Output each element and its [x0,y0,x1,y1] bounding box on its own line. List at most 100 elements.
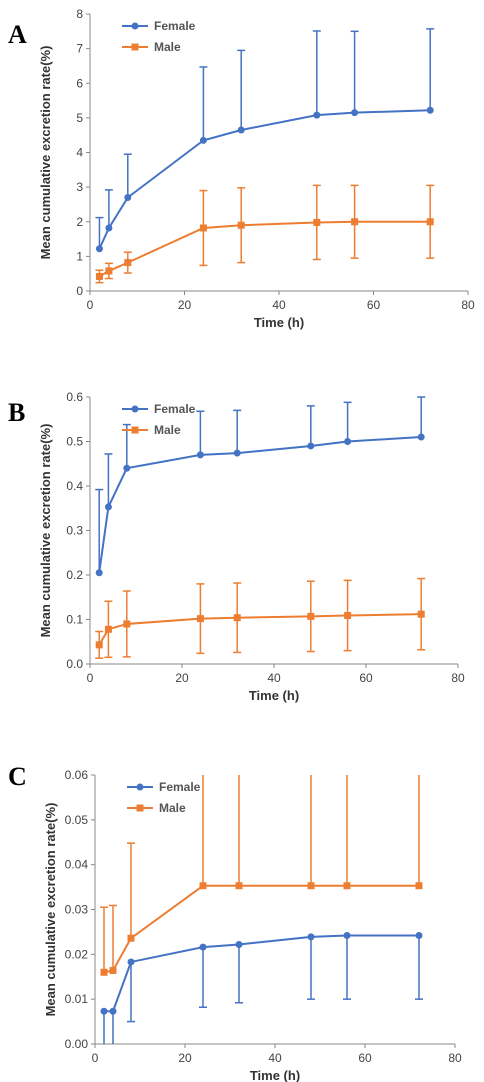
female-data-point [307,442,315,450]
female-data-point [124,194,132,202]
x-tick-label: 20 [178,1051,192,1065]
y-tick-label: 7 [76,42,83,56]
male-series-line [103,884,419,974]
x-tick-label: 0 [87,671,94,685]
female-series-line [98,436,422,573]
female-data-point [313,111,321,119]
male-data-point [196,615,204,623]
x-tick-label: 0 [87,298,94,312]
male-data-point [199,882,207,890]
male-data-point [307,612,315,620]
male-data-point [95,272,103,280]
male-data-point [124,259,132,267]
x-tick-label: 80 [461,298,475,312]
female-data-point [237,126,245,134]
y-tick-label: 0.02 [65,947,89,961]
male-data-point [95,641,103,649]
male-data-point [233,614,241,622]
chart-panel-a: A 0 1 2 3 4 5 6 7 8 0 20 40 60 80 Time (h) Mean cumulat… [0,0,484,360]
female-series-line [104,934,419,1013]
female-data-point [105,224,113,232]
y-tick-label: 0.4 [66,479,83,493]
male-data-point [313,218,321,226]
y-tick-label: 3 [76,180,83,194]
legend-male-label: Male [154,423,181,437]
y-axis-label: Mean cumulative excretion rate(%) [38,424,53,638]
x-tick-label: 20 [175,671,189,685]
female-data-point [199,136,207,144]
panel-label-a: A [8,20,27,49]
y-tick-label: 0.2 [66,568,83,582]
female-data-point [235,940,243,948]
y-axis-label: Mean cumulative excretion rate(%) [43,803,58,1017]
female-data-point [127,958,135,966]
chart-panel-b: B 0.0 0.1 0.2 0.3 0.4 0.5 0.6 0 20 40 60 80 Time (h)… [0,360,484,720]
y-tick-label: 6 [76,76,83,90]
chart-panel-c: C 0.00 0.01 0.02 0.03 0.04 0.05 0.06 0 20 40 60 80 T… [0,720,484,1082]
female-data-point [351,109,359,117]
female-data-point [95,569,103,577]
male-data-point [100,968,108,976]
female-data-point [199,943,207,951]
male-data-point [123,620,131,628]
x-axis-label: Time (h) [250,1068,300,1082]
male-data-point [415,882,423,890]
legend-male-label: Male [154,40,181,54]
female-data-point [104,503,112,511]
y-tick-label: 2 [76,215,83,229]
male-data-point [235,882,243,890]
y-tick-label: 0.01 [65,992,89,1006]
y-tick-label: 0.03 [65,903,89,917]
y-tick-label: 0.06 [65,768,89,782]
male-series-line [98,613,422,646]
male-data-point [426,218,434,226]
female-data-point [426,106,434,114]
male-data-point [105,267,113,275]
male-data-point [351,218,359,226]
legend-female-marker [131,405,139,413]
male-series-line [98,220,431,278]
x-tick-label: 80 [451,671,465,685]
female-series-line [98,109,431,250]
male-data-point [307,882,315,890]
male-data-point [417,610,425,618]
panel-label-b: B [8,398,26,427]
legend-male-marker [136,804,144,812]
y-tick-label: 0.0 [66,657,83,671]
female-data-point [100,1007,108,1015]
y-tick-label: 0 [76,284,83,298]
legend-male-label: Male [159,801,186,815]
legend-female-marker [131,22,139,30]
male-data-point [344,611,352,619]
female-data-point [95,245,103,253]
x-tick-label: 40 [268,1051,282,1065]
x-tick-label: 60 [359,671,373,685]
y-tick-label: 0.6 [66,390,83,404]
chart-b-svg: 0.0 0.1 0.2 0.3 0.4 0.5 0.6 0 20 40 60 80 Time (h) Me… [38,390,465,703]
legend-female-marker [136,783,144,791]
x-tick-label: 60 [358,1051,372,1065]
y-tick-label: 0.1 [66,613,83,627]
y-tick-label: 0.5 [66,435,83,449]
y-tick-label: 0.05 [65,813,89,827]
x-axis-label: Time (h) [249,688,299,703]
legend-female-label: Female [154,402,196,416]
female-data-point [307,933,315,941]
female-data-point [343,932,351,940]
female-data-point [109,1007,117,1015]
x-axis-label: Time (h) [254,315,304,330]
female-data-point [344,438,352,445]
female-data-point [233,449,241,457]
x-tick-label: 0 [92,1051,99,1065]
male-data-point [237,221,245,229]
panel-label-c: C [8,762,27,791]
chart-c-svg: 0.00 0.01 0.02 0.03 0.04 0.05 0.06 0 20 40 60 80 Tim… [43,768,462,1082]
y-tick-label: 1 [76,249,83,263]
female-data-point [415,932,423,940]
legend-male-marker [131,426,139,434]
x-tick-label: 20 [178,298,192,312]
y-axis-label: Mean cumulative excretion rate(%) [38,46,53,260]
x-tick-label: 60 [367,298,381,312]
legend-male-marker [131,43,139,51]
